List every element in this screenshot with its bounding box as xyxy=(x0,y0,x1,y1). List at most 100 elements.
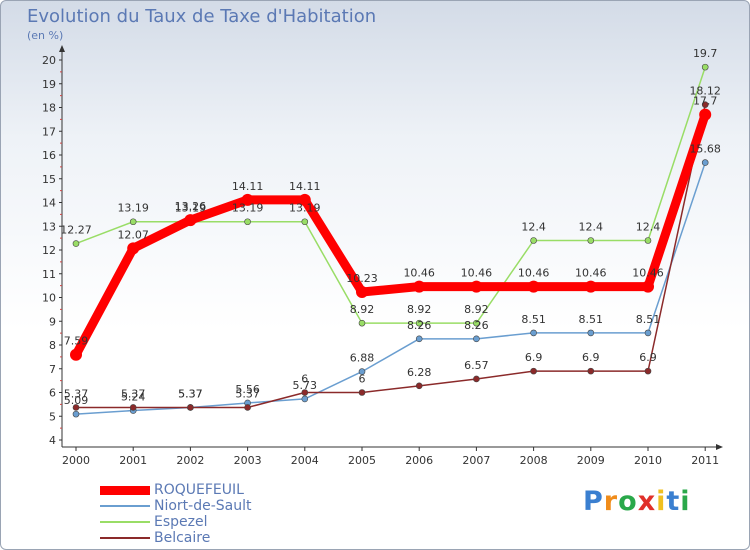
legend-label: Belcaire xyxy=(154,530,211,546)
data-label: 7.59 xyxy=(64,335,89,348)
data-point xyxy=(413,280,426,293)
data-label: 8.51 xyxy=(579,313,604,326)
y-tick-label: 15 xyxy=(42,173,56,186)
x-tick-label: 2010 xyxy=(634,454,662,467)
data-point xyxy=(701,101,709,108)
legend-label: Espezel xyxy=(154,514,208,530)
y-tick-label: 6 xyxy=(49,387,56,400)
data-label: 6.28 xyxy=(407,366,432,379)
legend-swatch xyxy=(100,485,150,495)
y-tick-label: 8 xyxy=(49,339,56,352)
x-tick-label: 2002 xyxy=(176,454,204,467)
data-point xyxy=(358,389,366,396)
data-label: 8.51 xyxy=(636,313,661,326)
data-label: 5.73 xyxy=(293,379,318,392)
data-label: 6.57 xyxy=(464,359,489,372)
y-tick-label: 11 xyxy=(42,268,56,281)
data-point xyxy=(587,367,595,375)
data-point xyxy=(72,410,80,418)
data-point xyxy=(184,214,197,227)
data-label: 5.37 xyxy=(178,387,203,400)
data-point xyxy=(129,218,137,226)
data-point xyxy=(527,280,540,293)
data-point xyxy=(473,375,480,383)
data-label: 6 xyxy=(301,373,308,386)
data-point xyxy=(644,367,652,375)
x-tick-label: 2003 xyxy=(234,454,262,467)
data-label: 13.19 xyxy=(175,202,207,215)
x-tick-label: 2007 xyxy=(462,454,490,467)
x-tick-label: 2001 xyxy=(119,454,147,467)
data-point xyxy=(358,368,366,375)
data-label: 10.46 xyxy=(518,267,550,280)
data-label: 14.11 xyxy=(289,180,321,193)
data-point xyxy=(129,404,137,411)
data-point xyxy=(244,404,251,411)
y-tick-label: 18 xyxy=(42,102,56,115)
data-label: 12.4 xyxy=(636,221,661,234)
data-label: 5.37 xyxy=(121,387,146,400)
x-tick-label: 2005 xyxy=(348,454,376,467)
y-tick-label: 17 xyxy=(42,125,56,138)
data-label: 6.9 xyxy=(639,351,657,364)
data-point xyxy=(298,193,311,206)
data-point xyxy=(241,193,254,206)
y-tick-label: 7 xyxy=(49,363,56,376)
data-point xyxy=(127,242,140,255)
series-line-belcaire xyxy=(75,103,706,409)
data-label: 10.46 xyxy=(461,267,493,280)
data-point xyxy=(473,319,480,327)
y-tick-label: 10 xyxy=(42,292,56,305)
data-label: 19.7 xyxy=(693,47,718,60)
y-tick-label: 4 xyxy=(49,434,56,447)
data-label: 12.07 xyxy=(117,228,149,241)
data-label: 10.23 xyxy=(346,272,378,285)
data-label: 8.26 xyxy=(464,319,489,332)
legend-swatch xyxy=(100,505,150,507)
data-label: 14.11 xyxy=(232,180,264,193)
data-point xyxy=(584,280,597,293)
data-label: 10.46 xyxy=(575,267,607,280)
legend-swatch xyxy=(100,537,150,539)
x-tick-label: 2004 xyxy=(291,454,319,467)
data-label: 5.37 xyxy=(235,387,260,400)
data-point xyxy=(72,404,80,411)
data-label: 17.7 xyxy=(693,95,718,108)
data-label: 6.9 xyxy=(525,351,543,364)
data-label: 12.4 xyxy=(579,221,604,234)
x-axis-arrow xyxy=(716,444,723,450)
data-point xyxy=(530,329,537,337)
data-point xyxy=(701,159,709,166)
data-point xyxy=(356,286,368,299)
data-label: 8.26 xyxy=(407,319,432,332)
data-label: 6 xyxy=(359,373,366,386)
data-point xyxy=(473,335,480,343)
data-label: 13.26 xyxy=(175,200,207,213)
data-point xyxy=(587,237,595,244)
data-label: 8.92 xyxy=(350,303,375,316)
data-point xyxy=(301,389,309,396)
y-tick-label: 12 xyxy=(42,244,56,257)
data-label: 5.24 xyxy=(121,391,146,404)
data-point xyxy=(415,335,423,343)
data-point xyxy=(358,319,366,327)
data-label: 5.37 xyxy=(178,387,203,400)
data-label: 8.92 xyxy=(464,303,489,316)
data-label: 6.9 xyxy=(582,351,600,364)
data-point xyxy=(530,367,537,375)
data-label: 5.09 xyxy=(64,394,89,407)
data-label: 12.4 xyxy=(521,221,546,234)
data-point xyxy=(301,395,309,403)
x-tick-label: 2008 xyxy=(520,454,548,467)
data-point xyxy=(72,240,80,247)
data-label: 13.19 xyxy=(289,202,321,215)
data-point xyxy=(642,280,654,293)
data-point xyxy=(470,280,483,293)
x-tick-label: 2011 xyxy=(691,454,719,467)
data-label: 18.12 xyxy=(689,85,721,98)
y-tick-label: 13 xyxy=(42,220,56,233)
y-tick-label: 5 xyxy=(49,410,56,423)
series-line-roquefeuil xyxy=(71,110,710,360)
data-label: 15.68 xyxy=(689,143,721,156)
